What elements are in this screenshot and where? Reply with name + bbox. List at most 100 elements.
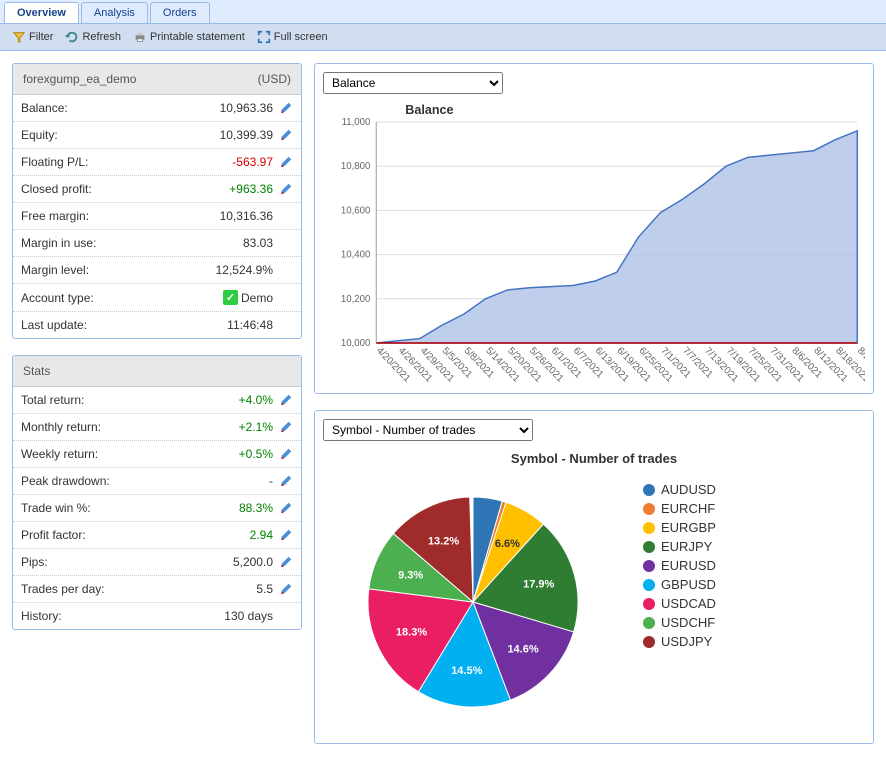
- svg-text:6.6%: 6.6%: [495, 538, 520, 550]
- legend-swatch: [643, 579, 655, 591]
- account-label: Margin in use:: [21, 236, 193, 250]
- refresh-button[interactable]: Refresh: [61, 28, 125, 46]
- account-label: Balance:: [21, 101, 193, 115]
- fullscreen-button[interactable]: Full screen: [253, 28, 332, 46]
- filter-icon: [12, 30, 26, 44]
- stats-value: +2.1%: [193, 420, 273, 434]
- edit-icon[interactable]: [279, 101, 293, 115]
- legend-swatch: [643, 503, 655, 515]
- pie-chart-title: Symbol - Number of trades: [323, 451, 865, 466]
- legend-label: USDJPY: [661, 634, 712, 649]
- account-label: Account type:: [21, 291, 223, 305]
- svg-text:10,400: 10,400: [341, 249, 371, 260]
- refresh-label: Refresh: [82, 31, 121, 43]
- stats-label: Monthly return:: [21, 420, 193, 434]
- edit-icon[interactable]: [279, 501, 293, 515]
- account-label: Last update:: [21, 318, 193, 332]
- edit-icon[interactable]: [279, 474, 293, 488]
- legend-label: USDCHF: [661, 615, 715, 630]
- stats-label: Weekly return:: [21, 447, 193, 461]
- legend-item: EURGBP: [643, 520, 716, 535]
- pie-chart-panel: Symbol - Number of trades Symbol - Numbe…: [314, 410, 874, 744]
- account-value: +963.36: [193, 182, 273, 196]
- account-value: 83.03: [193, 236, 273, 250]
- pie-chart-select[interactable]: Symbol - Number of trades: [323, 419, 533, 441]
- legend-label: AUDUSD: [661, 482, 716, 497]
- stats-value: 2.94: [193, 528, 273, 542]
- edit-icon[interactable]: [279, 582, 293, 596]
- svg-text:9.3%: 9.3%: [398, 569, 423, 581]
- check-icon: ✓: [223, 290, 238, 305]
- account-value: 10,399.39: [193, 128, 273, 142]
- account-row: Floating P/L:-563.97: [13, 149, 301, 176]
- svg-text:11,000: 11,000: [342, 117, 371, 128]
- balance-chart: 10,00010,20010,40010,60010,80011,0004/20…: [323, 100, 865, 385]
- legend-label: EURGBP: [661, 520, 716, 535]
- edit-icon[interactable]: [279, 128, 293, 142]
- svg-text:10,200: 10,200: [341, 294, 371, 305]
- tab-bar: OverviewAnalysisOrders: [0, 0, 886, 24]
- stats-label: Profit factor:: [21, 528, 193, 542]
- account-row: Last update:11:46:48: [13, 312, 301, 338]
- printable-button[interactable]: Printable statement: [129, 28, 249, 46]
- tab-analysis[interactable]: Analysis: [81, 2, 148, 23]
- edit-icon[interactable]: [279, 555, 293, 569]
- stats-title: Stats: [23, 364, 50, 378]
- stats-label: Total return:: [21, 393, 193, 407]
- tab-overview[interactable]: Overview: [4, 2, 79, 23]
- account-row: Equity:10,399.39: [13, 122, 301, 149]
- stats-label: History:: [21, 609, 193, 623]
- edit-icon[interactable]: [279, 393, 293, 407]
- svg-text:Balance: Balance: [405, 102, 453, 117]
- legend-swatch: [643, 541, 655, 553]
- legend-item: EURUSD: [643, 558, 716, 573]
- legend-label: EURCHF: [661, 501, 715, 516]
- stats-row: Peak drawdown:-: [13, 468, 301, 495]
- edit-icon[interactable]: [279, 528, 293, 542]
- toolbar: Filter Refresh Printable statement Full …: [0, 24, 886, 51]
- balance-chart-select[interactable]: Balance: [323, 72, 503, 94]
- tab-orders[interactable]: Orders: [150, 2, 210, 23]
- stats-value: -: [193, 474, 273, 488]
- account-row: Free margin:10,316.36: [13, 203, 301, 230]
- pie-legend: AUDUSD EURCHF EURGBP EURJPY EURUSD GBPUSD USDC…: [623, 472, 716, 653]
- svg-text:18.3%: 18.3%: [396, 627, 427, 639]
- account-currency: (USD): [258, 72, 291, 86]
- account-label: Floating P/L:: [21, 155, 193, 169]
- edit-icon[interactable]: [279, 182, 293, 196]
- fullscreen-icon: [257, 30, 271, 44]
- edit-icon[interactable]: [279, 155, 293, 169]
- account-value: 12,524.9%: [193, 263, 273, 277]
- account-panel: forexgump_ea_demo (USD) Balance:10,963.3…: [12, 63, 302, 339]
- account-row: Balance:10,963.36: [13, 95, 301, 122]
- stats-row: Total return:+4.0%: [13, 387, 301, 414]
- account-value: 11:46:48: [193, 318, 273, 332]
- stats-label: Peak drawdown:: [21, 474, 193, 488]
- pie-chart: 6.6%17.9%14.6%14.5%18.3%9.3%13.2%: [323, 472, 623, 732]
- account-label: Margin level:: [21, 263, 193, 277]
- account-label: Free margin:: [21, 209, 193, 223]
- fullscreen-label: Full screen: [274, 31, 328, 43]
- account-row: Margin level:12,524.9%: [13, 257, 301, 284]
- svg-text:17.9%: 17.9%: [523, 579, 554, 591]
- account-value: 10,316.36: [193, 209, 273, 223]
- account-label: Equity:: [21, 128, 193, 142]
- account-value: 10,963.36: [193, 101, 273, 115]
- edit-icon[interactable]: [279, 447, 293, 461]
- stats-label: Trades per day:: [21, 582, 193, 596]
- legend-item: EURJPY: [643, 539, 716, 554]
- svg-text:14.6%: 14.6%: [507, 643, 538, 655]
- edit-icon[interactable]: [279, 420, 293, 434]
- legend-item: GBPUSD: [643, 577, 716, 592]
- filter-label: Filter: [29, 31, 53, 43]
- legend-swatch: [643, 598, 655, 610]
- stats-row: History:130 days: [13, 603, 301, 629]
- stats-row: Profit factor:2.94: [13, 522, 301, 549]
- demo-badge: ✓Demo: [223, 290, 273, 305]
- legend-item: USDCAD: [643, 596, 716, 611]
- account-row: Closed profit:+963.36: [13, 176, 301, 203]
- filter-button[interactable]: Filter: [8, 28, 57, 46]
- stats-value: +0.5%: [193, 447, 273, 461]
- stats-panel-header: Stats: [13, 356, 301, 387]
- stats-label: Pips:: [21, 555, 193, 569]
